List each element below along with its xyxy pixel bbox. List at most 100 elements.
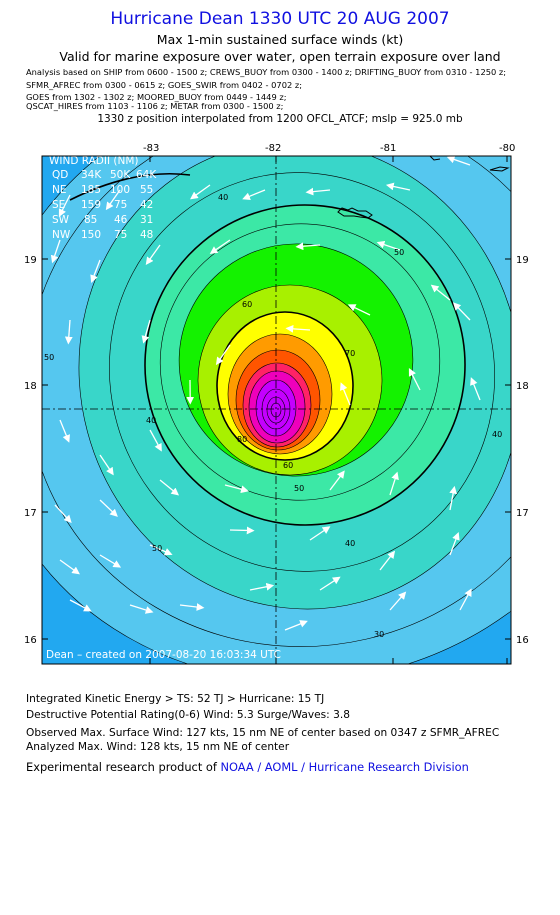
wind-vector-arrow [285,324,311,333]
wind-radii-quadrant: NE [52,184,67,196]
credit-prefix: Experimental research product of [26,760,221,774]
subtitle: Max 1-min sustained surface winds (kt) [156,32,404,47]
contour-label: 40 [345,539,355,548]
source-line: Analysis based on SHIP from 0600 - 1500 … [26,67,507,77]
valid-note: Valid for marine exposure over water, op… [59,49,501,64]
wind-vector-arrow [305,187,331,196]
wind-vector-arrow [242,189,266,200]
wind-radii-value: 31 [140,214,153,226]
contour-label: 30 [374,630,384,639]
contour-label: 50 [44,353,54,362]
contour-label: 40 [146,416,156,425]
wind-vector-arrow [339,382,351,406]
wind-vector-arrow [90,259,101,283]
wind-vector-arrow [54,504,72,524]
wind-vector-arrow [408,368,421,391]
credit-org-link[interactable]: NOAA / AOML / Hurricane Research Divisio… [220,760,469,774]
lat-tick-label: 17 [516,508,529,519]
axis-labels: -83 -82 -81 -80 -83 -82 -81 -80 19 18 17… [24,143,529,672]
lon-tick-label: -82 [265,671,281,672]
wind-radii-value: 185 [81,184,101,196]
wind-vector-arrow [319,576,341,591]
wind-vector-arrow [385,182,411,191]
lon-tick-label: -80 [499,143,515,154]
wind-radii-header-50k: 50K [110,169,131,181]
contour-label: 60 [283,461,293,470]
wind-radii-value: 46 [114,214,128,226]
wind-radii-value: 159 [81,199,101,211]
wind-vector-arrow [452,302,471,321]
wind-vector-arrow [64,319,73,345]
interpolation-note: 1330 z position interpolated from 1200 O… [97,113,463,125]
lon-tick-label: -81 [380,671,396,672]
contour-label: 40 [492,430,502,439]
wind-vector-arrow [309,526,331,541]
wind-radii-quadrant: NW [52,229,71,241]
wind-vector-arrow [379,550,396,571]
wind-vector-arrow [449,485,457,511]
lat-tick-label: 16 [516,635,529,646]
lat-tick-label: 18 [516,381,529,392]
lat-tick-label: 16 [24,635,37,646]
wind-radii-value: 75 [114,229,127,241]
wind-radii-value: 75 [114,199,127,211]
wind-vector-arrow [449,531,460,556]
wind-radii-header-34k: 34K [81,169,102,181]
lon-tick-label: -80 [499,671,515,672]
ike-line: Integrated Kinetic Energy > TS: 52 TJ > … [26,693,325,705]
wind-vector-arrow [105,189,121,211]
wind-radii-table: WIND RADII (NM) QD 34K 50K 64K NE 185 10… [49,156,157,241]
contour-30 [69,172,191,201]
contour-label: 50 [152,544,162,553]
wind-vector-arrow [430,284,451,301]
lon-tick-label: -83 [143,143,159,154]
contour-label: 70 [345,349,355,358]
cayman-islands [337,156,510,219]
wind-vector-arrow [215,344,231,366]
contour-label: 40 [218,193,228,202]
lat-tick-label: 17 [24,508,37,519]
wind-radii-quadrant: SW [52,214,70,226]
wind-radii-value: 85 [84,214,97,226]
wind-vector-arrow [209,239,231,254]
wind-radii-value: 48 [140,229,153,241]
contour-label-group: 40 40 40 40 50 50 50 50 60 60 70 80 30 [44,193,502,639]
center-crosshair [42,156,511,664]
credit-line: Experimental research product of NOAA / … [26,760,469,774]
wind-vector-arrow [129,604,154,614]
wind-vector-arrow [446,156,471,166]
wind-vector-arrow [295,242,321,251]
wind-vector-arrow [69,599,92,612]
wind-vector-arrow [59,559,80,575]
wind-vector-arrow [145,244,161,266]
contour-label: 50 [394,248,404,257]
source-line: SFMR_AFREC from 0300 - 0615 z; GOES_SWIR… [26,80,303,90]
wind-vectors [50,156,481,631]
wind-vector-arrow [347,304,371,316]
wind-vector-arrow [249,582,275,591]
wind-vector-arrow [59,419,70,443]
wind-vector-arrow [149,544,173,556]
wind-vector-arrow [229,526,255,535]
created-stamp: Dean – created on 2007-08-20 16:03:34 UT… [46,649,281,661]
lon-tick-label: -81 [380,143,396,154]
wind-radii-value: 100 [110,184,130,196]
wind-vector-arrow [224,484,249,494]
dpr-line: Destructive Potential Rating(0-6) Wind: … [26,709,350,721]
wind-radii-header-64k: 64K [136,169,157,181]
wind-radii-quadrant: SE [52,199,65,211]
wind-vector-arrow [329,470,345,491]
lat-tick-label: 18 [24,381,37,392]
wind-vector-arrow [99,554,122,568]
wind-radii-value: 55 [140,184,153,196]
wind-vector-arrow [190,184,211,200]
page-title: Hurricane Dean 1330 UTC 20 AUG 2007 [110,9,450,29]
source-line: GOES from 1302 - 1302 z; MOORED_BUOY fro… [26,92,287,102]
contour-label: 50 [294,484,304,493]
wind-vector-arrow [99,454,114,476]
lon-tick-label: -83 [143,671,159,672]
axis-ticks [42,156,511,664]
wind-vector-arrow [99,499,118,517]
wind-radii-value: 150 [81,229,101,241]
wind-vector-arrow [389,471,399,496]
